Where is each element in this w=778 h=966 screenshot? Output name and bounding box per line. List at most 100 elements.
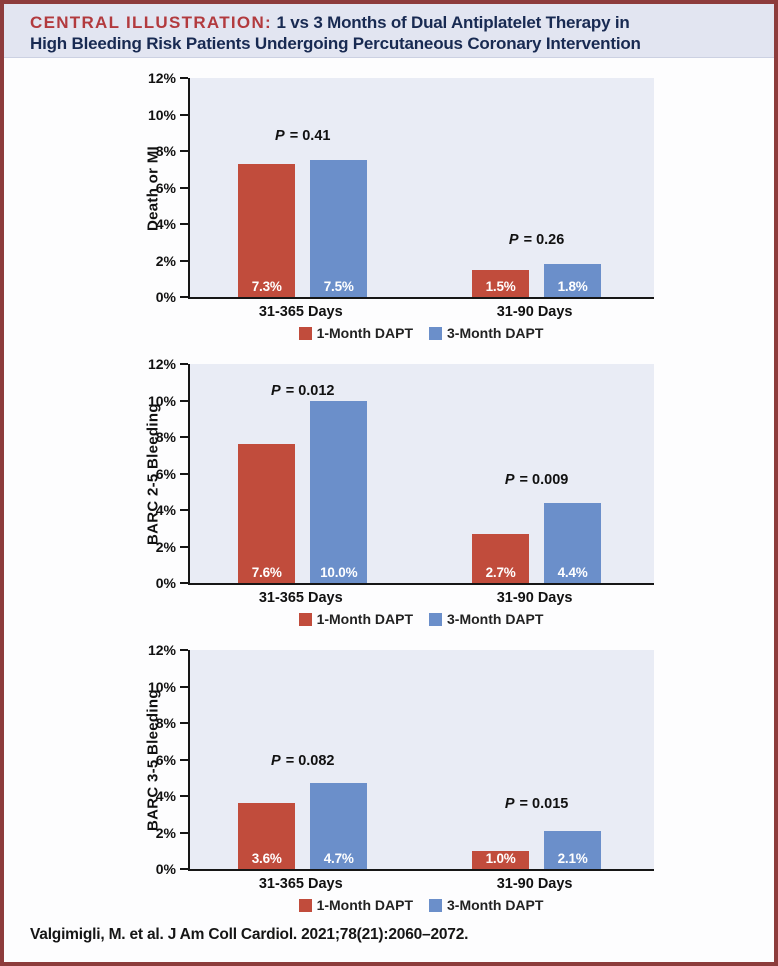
legend-swatch xyxy=(298,612,312,626)
p-value-label: P = 0.082 xyxy=(271,752,335,769)
figure-header: CENTRAL ILLUSTRATION: 1 vs 3 Months of D… xyxy=(4,4,774,58)
x-category-label: 31-90 Days xyxy=(496,876,573,892)
bar-3-month-dapt: 10.0% xyxy=(310,400,368,583)
y-tick-mark xyxy=(180,509,188,512)
legend-label: 3-Month DAPT xyxy=(447,611,544,627)
bar-1-month-dapt: 2.7% xyxy=(472,533,530,583)
bar-value-label: 10.0% xyxy=(320,565,358,580)
x-category-label: 31-365 Days xyxy=(258,590,343,606)
y-tick-label: 10% xyxy=(147,106,176,123)
y-tick-label: 2% xyxy=(155,824,176,841)
y-tick-mark xyxy=(180,399,188,402)
y-tick-mark xyxy=(180,436,188,439)
legend-item-1-month-dapt: 1-Month DAPT xyxy=(298,325,413,341)
bar-1-month-dapt: 3.6% xyxy=(238,803,296,869)
bar-3-month-dapt: 4.7% xyxy=(310,783,368,869)
chart-panel-barc-2-5-bleeding: BARC 2-5 Bleeding 0% 2% 4% 6% 8% 10% 12% 7.6% 10… xyxy=(4,348,774,634)
legend-item-3-month-dapt: 3-Month DAPT xyxy=(429,325,543,341)
y-tick-label: 4% xyxy=(155,216,176,233)
bar-3-month-dapt: 4.4% xyxy=(544,502,602,583)
bar-1-month-dapt: 1.5% xyxy=(472,269,530,297)
y-tick-label: 6% xyxy=(155,179,176,196)
figure-title-line-1: 1 vs 3 Months of Dual Antiplatelet Thera… xyxy=(276,13,630,32)
legend-swatch xyxy=(298,326,312,340)
bar-value-label: 1.0% xyxy=(485,851,516,866)
y-tick-mark xyxy=(180,259,188,262)
y-tick-label: 0% xyxy=(155,575,176,591)
y-tick-mark xyxy=(180,150,188,153)
y-tick-mark xyxy=(180,545,188,548)
y-tick-mark xyxy=(180,722,188,725)
x-category-label: 31-90 Days xyxy=(496,304,573,320)
citation: Valgimigli, M. et al. J Am Coll Cardiol.… xyxy=(30,926,469,943)
legend-item-3-month-dapt: 3-Month DAPT xyxy=(429,897,543,913)
y-tick-mark xyxy=(180,649,188,651)
x-axis-labels: 31-365 Days 31-90 Days xyxy=(188,590,654,610)
legend-swatch xyxy=(429,898,442,912)
x-category-label: 31-365 Days xyxy=(258,876,343,892)
central-illustration-label: CENTRAL ILLUSTRATION: xyxy=(30,13,272,32)
bar-value-label: 7.6% xyxy=(251,565,282,580)
y-tick-mark xyxy=(180,472,188,475)
y-tick-label: 8% xyxy=(155,715,176,732)
y-tick-label: 0% xyxy=(155,289,176,305)
chart-legend: 1-Month DAPT 3-Month DAPT xyxy=(188,897,654,913)
bar-3-month-dapt: 7.5% xyxy=(310,160,368,297)
plot-area: 0% 2% 4% 6% 8% 10% 12% 7.3% 7.5% P = 0.41 1.5% 1.8%… xyxy=(148,70,654,305)
bar-value-label: 4.4% xyxy=(557,565,588,580)
chart-panel-death-or-mi: Death or MI 0% 2% 4% 6% 8% 10% 12% 7.3% 7.5% P = … xyxy=(4,62,774,348)
y-tick-mark xyxy=(180,831,188,834)
plot-area: 0% 2% 4% 6% 8% 10% 12% 3.6% 4.7% P = 0.082 1.0% 2.1… xyxy=(148,642,654,877)
figure-title-line-2: High Bleeding Risk Patients Undergoing P… xyxy=(30,34,641,54)
bar-value-label: 2.7% xyxy=(485,565,516,580)
bar-value-label: 1.5% xyxy=(485,279,516,294)
legend-swatch xyxy=(429,326,442,340)
y-tick-label: 12% xyxy=(147,356,176,372)
y-tick-label: 6% xyxy=(155,751,176,768)
bar-value-label: 2.1% xyxy=(557,851,588,866)
bar-1-month-dapt: 7.6% xyxy=(238,444,296,583)
y-tick-mark xyxy=(180,685,188,688)
y-tick-label: 8% xyxy=(155,429,176,446)
y-tick-label: 12% xyxy=(147,70,176,86)
x-axis-labels: 31-365 Days 31-90 Days xyxy=(188,304,654,324)
bar-3-month-dapt: 2.1% xyxy=(544,830,602,869)
y-tick-mark xyxy=(180,795,188,798)
bar-1-month-dapt: 7.3% xyxy=(238,163,296,297)
y-tick-label: 0% xyxy=(155,861,176,877)
legend-label: 1-Month DAPT xyxy=(316,897,413,913)
y-tick-label: 12% xyxy=(147,642,176,658)
bar-value-label: 7.5% xyxy=(323,279,354,294)
p-value-label: P = 0.009 xyxy=(504,472,569,489)
p-value-label: P = 0.012 xyxy=(271,382,335,399)
bar-1-month-dapt: 1.0% xyxy=(472,850,530,869)
bar-value-label: 1.8% xyxy=(557,279,588,294)
y-tick-mark xyxy=(180,186,188,189)
p-value-label: P = 0.26 xyxy=(508,231,565,248)
legend-swatch xyxy=(298,898,312,912)
figure-title: CENTRAL ILLUSTRATION: 1 vs 3 Months of D… xyxy=(30,12,750,55)
legend-item-3-month-dapt: 3-Month DAPT xyxy=(429,611,543,627)
x-category-label: 31-365 Days xyxy=(258,304,343,320)
legend-label: 3-Month DAPT xyxy=(447,897,544,913)
p-value-label: P = 0.41 xyxy=(275,127,331,144)
legend-item-1-month-dapt: 1-Month DAPT xyxy=(298,897,413,913)
y-tick-label: 4% xyxy=(155,502,176,519)
y-tick-mark xyxy=(180,582,188,584)
plot-area: 0% 2% 4% 6% 8% 10% 12% 7.6% 10.0% P = 0.012 2.7% 4.… xyxy=(148,356,654,591)
y-tick-label: 10% xyxy=(147,392,176,409)
chart-legend: 1-Month DAPT 3-Month DAPT xyxy=(188,611,654,627)
y-tick-label: 10% xyxy=(147,678,176,695)
y-tick-mark xyxy=(180,296,188,298)
x-axis-labels: 31-365 Days 31-90 Days xyxy=(188,876,654,896)
bar-3-month-dapt: 1.8% xyxy=(544,264,602,297)
y-tick-mark xyxy=(180,77,188,79)
legend-label: 3-Month DAPT xyxy=(447,325,544,341)
y-tick-mark xyxy=(180,223,188,226)
y-tick-mark xyxy=(180,113,188,116)
p-value-label: P = 0.015 xyxy=(504,796,569,813)
bar-value-label: 3.6% xyxy=(251,851,282,866)
chart-legend: 1-Month DAPT 3-Month DAPT xyxy=(188,325,654,341)
bar-value-label: 4.7% xyxy=(323,851,354,866)
